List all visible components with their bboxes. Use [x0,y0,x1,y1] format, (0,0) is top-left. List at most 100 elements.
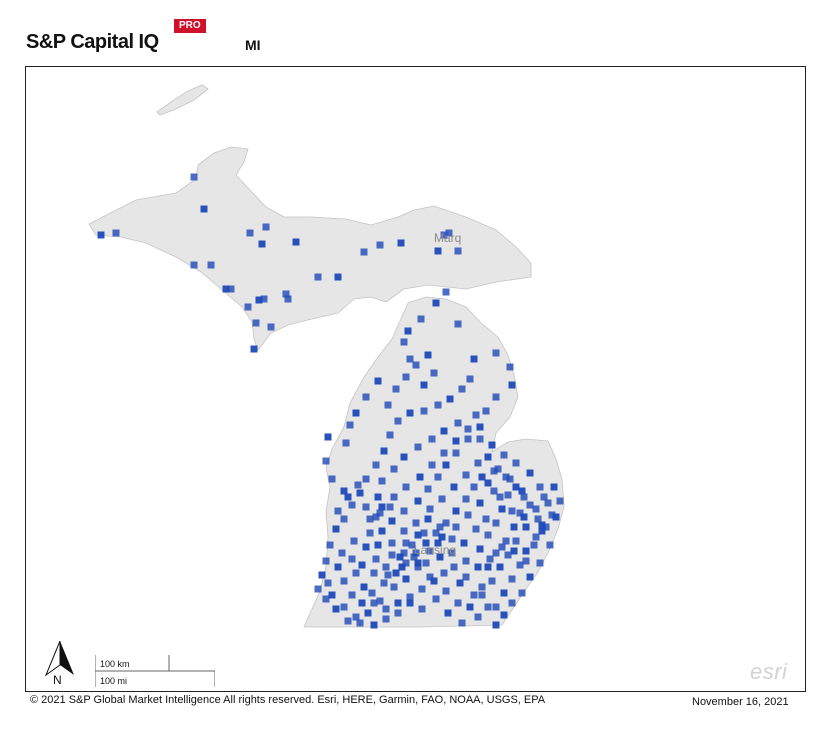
location-marker[interactable] [326,541,334,549]
location-marker[interactable] [442,587,450,595]
location-marker[interactable] [440,427,448,435]
location-marker[interactable] [352,409,360,417]
location-marker[interactable] [536,559,544,567]
location-marker[interactable] [332,525,340,533]
location-marker[interactable] [322,595,330,603]
location-marker[interactable] [397,239,405,247]
location-marker[interactable] [438,495,446,503]
location-marker[interactable] [436,523,444,531]
location-marker[interactable] [406,409,414,417]
location-marker[interactable] [476,423,484,431]
location-marker[interactable] [452,449,460,457]
location-marker[interactable] [510,523,518,531]
location-marker[interactable] [414,563,422,571]
location-marker[interactable] [550,483,558,491]
location-marker[interactable] [392,569,400,577]
location-marker[interactable] [426,547,434,555]
location-marker[interactable] [476,545,484,553]
location-marker[interactable] [440,449,448,457]
location-marker[interactable] [454,599,462,607]
location-marker[interactable] [328,475,336,483]
location-marker[interactable] [322,457,330,465]
location-marker[interactable] [418,605,426,613]
location-marker[interactable] [372,555,380,563]
location-marker[interactable] [464,425,472,433]
location-marker[interactable] [378,477,386,485]
location-marker[interactable] [512,483,520,491]
location-marker[interactable] [380,447,388,455]
location-marker[interactable] [492,519,500,527]
location-marker[interactable] [452,523,460,531]
location-marker[interactable] [532,505,540,513]
location-marker[interactable] [434,539,442,547]
location-marker[interactable] [438,533,446,541]
location-marker[interactable] [370,621,378,629]
location-marker[interactable] [512,459,520,467]
location-marker[interactable] [460,539,468,547]
location-marker[interactable] [526,469,534,477]
location-marker[interactable] [346,421,354,429]
location-marker[interactable] [474,459,482,467]
location-marker[interactable] [388,517,396,525]
location-marker[interactable] [390,583,398,591]
location-marker[interactable] [458,619,466,627]
location-marker[interactable] [406,599,414,607]
location-marker[interactable] [424,485,432,493]
location-marker[interactable] [462,573,470,581]
location-marker[interactable] [484,563,492,571]
location-marker[interactable] [356,619,364,627]
location-marker[interactable] [334,273,342,281]
location-marker[interactable] [526,573,534,581]
location-marker[interactable] [492,393,500,401]
location-marker[interactable] [348,555,356,563]
location-marker[interactable] [362,475,370,483]
location-marker[interactable] [498,543,506,551]
location-marker[interactable] [406,593,414,601]
location-marker[interactable] [446,395,454,403]
location-marker[interactable] [448,535,456,543]
location-marker[interactable] [340,577,348,585]
location-marker[interactable] [390,493,398,501]
location-marker[interactable] [400,549,408,557]
location-marker[interactable] [440,231,448,239]
location-marker[interactable] [484,531,492,539]
location-marker[interactable] [544,499,552,507]
location-marker[interactable] [522,557,530,565]
location-marker[interactable] [466,375,474,383]
location-marker[interactable] [488,577,496,585]
location-marker[interactable] [292,238,300,246]
location-marker[interactable] [392,385,400,393]
location-marker[interactable] [540,493,548,501]
location-marker[interactable] [426,505,434,513]
location-marker[interactable] [520,513,528,521]
location-marker[interactable] [476,499,484,507]
location-marker[interactable] [546,541,554,549]
location-marker[interactable] [490,487,498,495]
location-marker[interactable] [260,295,268,303]
location-marker[interactable] [456,579,464,587]
location-marker[interactable] [284,295,292,303]
location-marker[interactable] [462,471,470,479]
location-marker[interactable] [452,507,460,515]
location-marker[interactable] [506,475,514,483]
location-marker[interactable] [402,539,410,547]
location-marker[interactable] [374,377,382,385]
map-canvas[interactable] [26,67,805,691]
location-marker[interactable] [246,229,254,237]
location-marker[interactable] [464,435,472,443]
location-marker[interactable] [354,481,362,489]
location-marker[interactable] [382,605,390,613]
location-marker[interactable] [434,473,442,481]
location-marker[interactable] [255,296,263,304]
location-marker[interactable] [552,513,560,521]
location-marker[interactable] [250,345,258,353]
location-marker[interactable] [445,229,453,237]
location-marker[interactable] [376,597,384,605]
location-marker[interactable] [516,509,524,517]
location-marker[interactable] [348,501,356,509]
location-marker[interactable] [452,437,460,445]
location-marker[interactable] [478,591,486,599]
location-marker[interactable] [328,591,336,599]
location-marker[interactable] [504,551,512,559]
location-marker[interactable] [538,527,546,535]
